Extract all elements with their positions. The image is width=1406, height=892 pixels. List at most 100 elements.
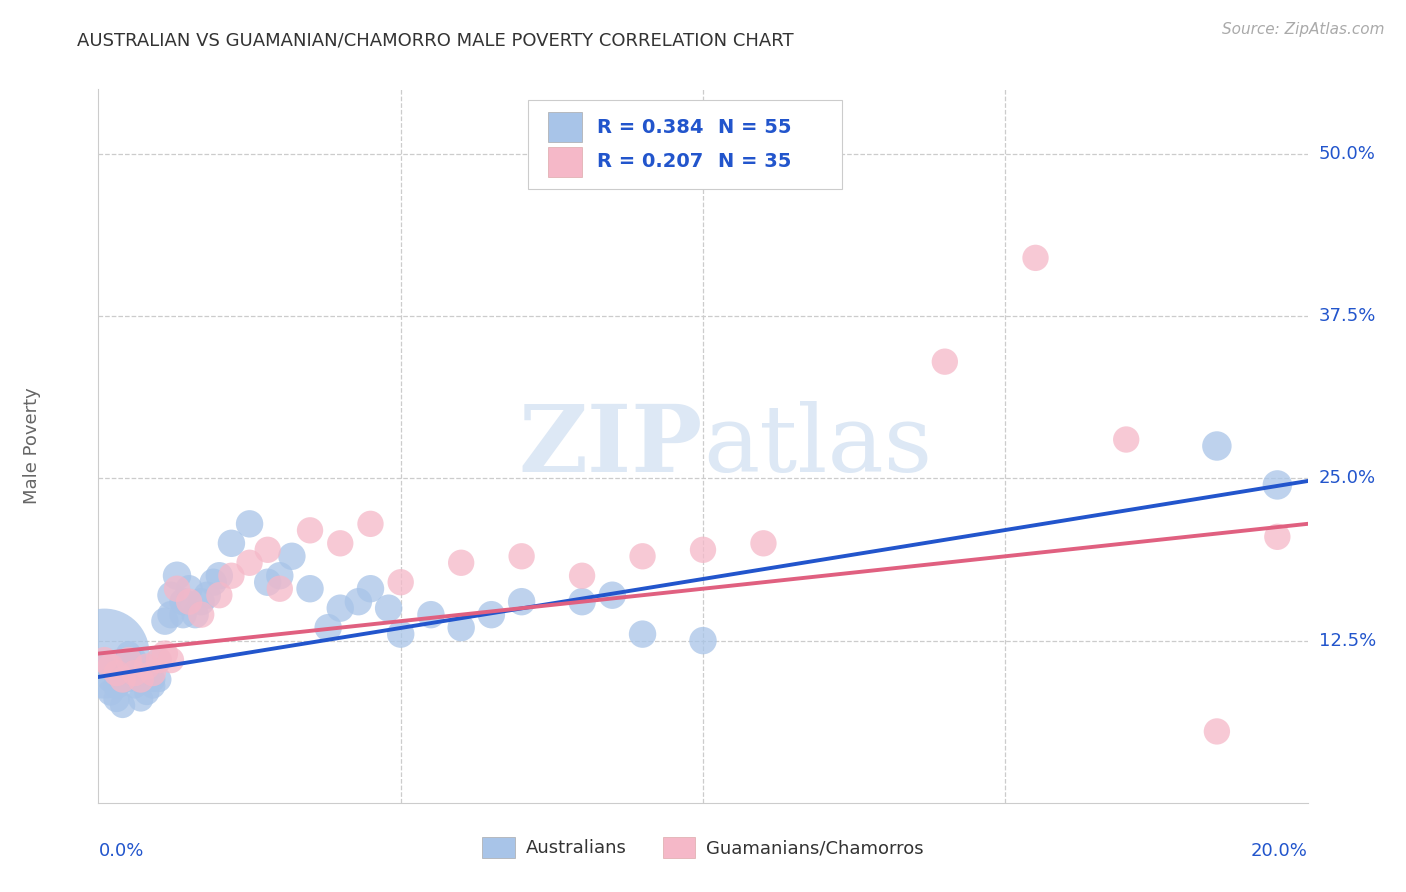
Point	[135, 685, 157, 699]
Point	[160, 588, 183, 602]
Point	[1206, 439, 1229, 453]
Point	[752, 536, 775, 550]
Text: N = 55: N = 55	[717, 118, 792, 136]
Point	[135, 659, 157, 673]
Point	[135, 666, 157, 681]
Point	[329, 601, 352, 615]
Point	[299, 524, 322, 538]
Point	[100, 659, 122, 673]
Point	[1267, 530, 1289, 544]
Point	[1267, 478, 1289, 492]
Point	[179, 582, 201, 596]
Point	[571, 568, 593, 582]
Point	[256, 575, 278, 590]
Point	[142, 679, 165, 693]
Text: R = 0.384: R = 0.384	[596, 118, 703, 136]
Point	[202, 575, 225, 590]
Point	[631, 549, 654, 564]
Point	[481, 607, 503, 622]
Point	[105, 692, 128, 706]
Point	[179, 595, 201, 609]
Point	[269, 582, 291, 596]
Point	[360, 582, 382, 596]
Point	[190, 595, 212, 609]
Point	[510, 595, 533, 609]
Point	[153, 647, 176, 661]
Point	[142, 666, 165, 681]
Point	[692, 633, 714, 648]
Point	[360, 516, 382, 531]
Point	[111, 666, 134, 681]
Point	[239, 516, 262, 531]
Text: 0.0%: 0.0%	[98, 842, 143, 860]
Point	[93, 647, 115, 661]
Point	[316, 621, 339, 635]
Point	[153, 614, 176, 628]
FancyBboxPatch shape	[548, 112, 582, 142]
Text: atlas: atlas	[703, 401, 932, 491]
Point	[450, 556, 472, 570]
Point	[172, 607, 194, 622]
Text: 50.0%: 50.0%	[1319, 145, 1375, 163]
Point	[166, 568, 188, 582]
Point	[221, 568, 243, 582]
Point	[129, 692, 152, 706]
Point	[118, 647, 141, 661]
Text: R = 0.207: R = 0.207	[596, 153, 703, 171]
Point	[172, 595, 194, 609]
Point	[1115, 433, 1137, 447]
Point	[105, 666, 128, 681]
Point	[389, 627, 412, 641]
Point	[190, 607, 212, 622]
Point	[934, 354, 956, 368]
Point	[389, 575, 412, 590]
Point	[195, 588, 218, 602]
Text: 25.0%: 25.0%	[1319, 469, 1376, 487]
Text: ZIP: ZIP	[519, 401, 703, 491]
Point	[420, 607, 443, 622]
Point	[208, 588, 231, 602]
Point	[148, 653, 170, 667]
Point	[184, 607, 207, 622]
Legend: Australians, Guamanians/Chamorros: Australians, Guamanians/Chamorros	[475, 830, 931, 865]
Text: 12.5%: 12.5%	[1319, 632, 1376, 649]
Point	[148, 653, 170, 667]
Point	[129, 673, 152, 687]
Point	[347, 595, 370, 609]
Point	[281, 549, 304, 564]
Point	[256, 542, 278, 557]
Point	[111, 698, 134, 713]
FancyBboxPatch shape	[527, 100, 842, 189]
Text: AUSTRALIAN VS GUAMANIAN/CHAMORRO MALE POVERTY CORRELATION CHART: AUSTRALIAN VS GUAMANIAN/CHAMORRO MALE PO…	[77, 31, 794, 49]
Text: 37.5%: 37.5%	[1319, 307, 1376, 326]
Text: N = 35: N = 35	[717, 153, 792, 171]
Point	[118, 653, 141, 667]
Point	[450, 621, 472, 635]
Point	[269, 568, 291, 582]
Point	[239, 556, 262, 570]
Point	[166, 582, 188, 596]
Point	[1024, 251, 1046, 265]
Point	[602, 588, 624, 602]
Text: Male Poverty: Male Poverty	[22, 388, 41, 504]
Text: Source: ZipAtlas.com: Source: ZipAtlas.com	[1222, 22, 1385, 37]
Point	[148, 673, 170, 687]
Point	[571, 595, 593, 609]
Point	[100, 673, 122, 687]
Point	[100, 685, 122, 699]
Point	[299, 582, 322, 596]
Point	[160, 653, 183, 667]
Point	[111, 673, 134, 687]
Point	[510, 549, 533, 564]
Point	[142, 673, 165, 687]
Point	[221, 536, 243, 550]
Point	[124, 653, 146, 667]
Point	[118, 673, 141, 687]
Point	[105, 666, 128, 681]
FancyBboxPatch shape	[548, 147, 582, 177]
Point	[377, 601, 399, 615]
Point	[93, 653, 115, 667]
Point	[129, 673, 152, 687]
Point	[329, 536, 352, 550]
Point	[105, 679, 128, 693]
